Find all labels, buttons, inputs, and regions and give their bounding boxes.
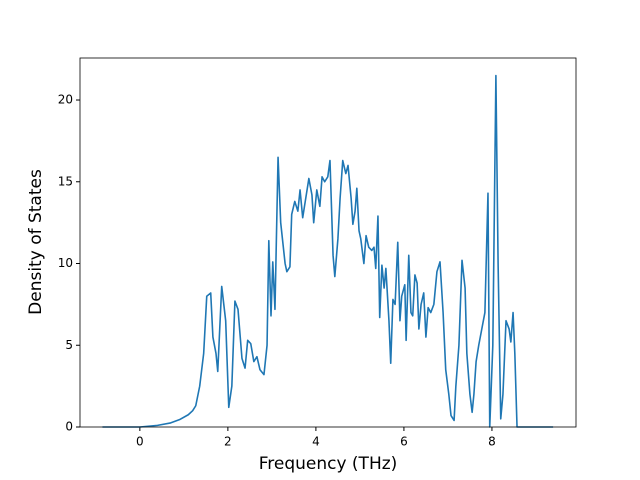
x-tick-label: 4: [312, 435, 320, 449]
y-tick-label: 15: [58, 174, 73, 188]
plot-frame: [79, 57, 577, 428]
x-tick-label: 2: [224, 435, 232, 449]
y-tick-label: 20: [58, 93, 73, 107]
y-tick-label: 0: [65, 420, 73, 434]
x-tick-label: 8: [488, 435, 496, 449]
y-tick-label: 10: [58, 256, 73, 270]
y-axis-label: Density of States: [26, 169, 46, 315]
x-axis-label: Frequency (THz): [259, 454, 398, 474]
x-tick-label: 6: [400, 435, 408, 449]
line: [102, 74, 554, 428]
y-tick-label: 5: [65, 338, 73, 352]
x-tick-label: 0: [136, 435, 144, 449]
